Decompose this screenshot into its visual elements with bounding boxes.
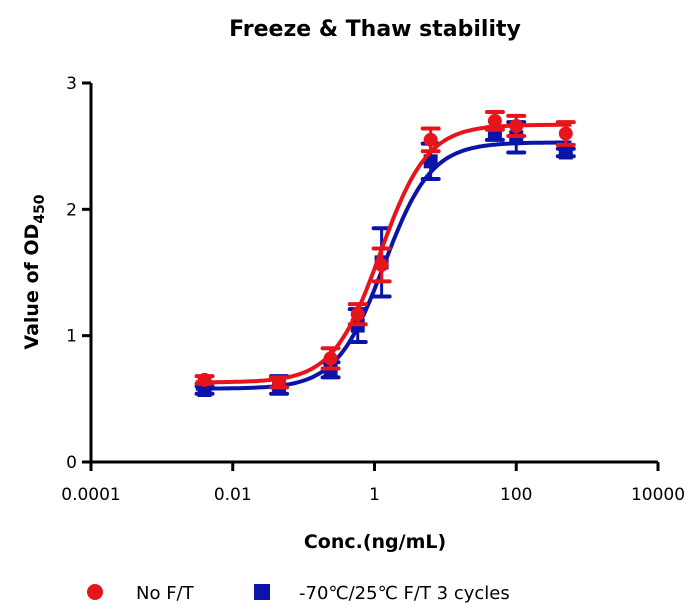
y-tick-label: 0: [66, 453, 77, 473]
x-tick-label: 1: [369, 485, 380, 505]
legend-marker-no-ft: [87, 584, 103, 600]
data-point: [323, 351, 338, 366]
x-axis-label: Conc.(ng/mL): [304, 531, 446, 553]
data-point: [197, 382, 212, 397]
x-tick-label: 0.0001: [61, 485, 120, 505]
data-point: [272, 375, 287, 390]
y-tick-label: 3: [66, 74, 77, 94]
axes: 0.0001 0.01 1 100 10000 0 1 2 3: [61, 74, 685, 505]
data-point: [197, 372, 212, 387]
legend-label-ft-cycles: -70℃/25℃ F/T 3 cycles: [299, 583, 510, 604]
series-0: [194, 110, 576, 390]
data-point: [487, 113, 502, 128]
x-tick-label: 10000: [631, 485, 685, 505]
data-point: [558, 126, 573, 141]
x-tick-label: 100: [500, 485, 532, 505]
x-tick-label: 0.01: [214, 485, 252, 505]
data-point: [509, 118, 524, 133]
fit-curve: [195, 122, 572, 385]
data-point: [350, 307, 365, 322]
y-tick-label: 1: [66, 327, 77, 347]
y-axis-label: Value of OD450: [21, 194, 48, 349]
data-point: [374, 257, 389, 272]
y-tick-label: 2: [66, 200, 77, 220]
series-layer: [194, 110, 576, 397]
legend-label-no-ft: No F/T: [136, 583, 195, 604]
legend: No F/T -70℃/25℃ F/T 3 cycles: [87, 583, 510, 604]
data-point: [558, 145, 573, 160]
legend-marker-ft-cycles: [254, 584, 270, 600]
chart-title: Freeze & Thaw stability: [229, 17, 521, 42]
data-point: [423, 132, 438, 147]
